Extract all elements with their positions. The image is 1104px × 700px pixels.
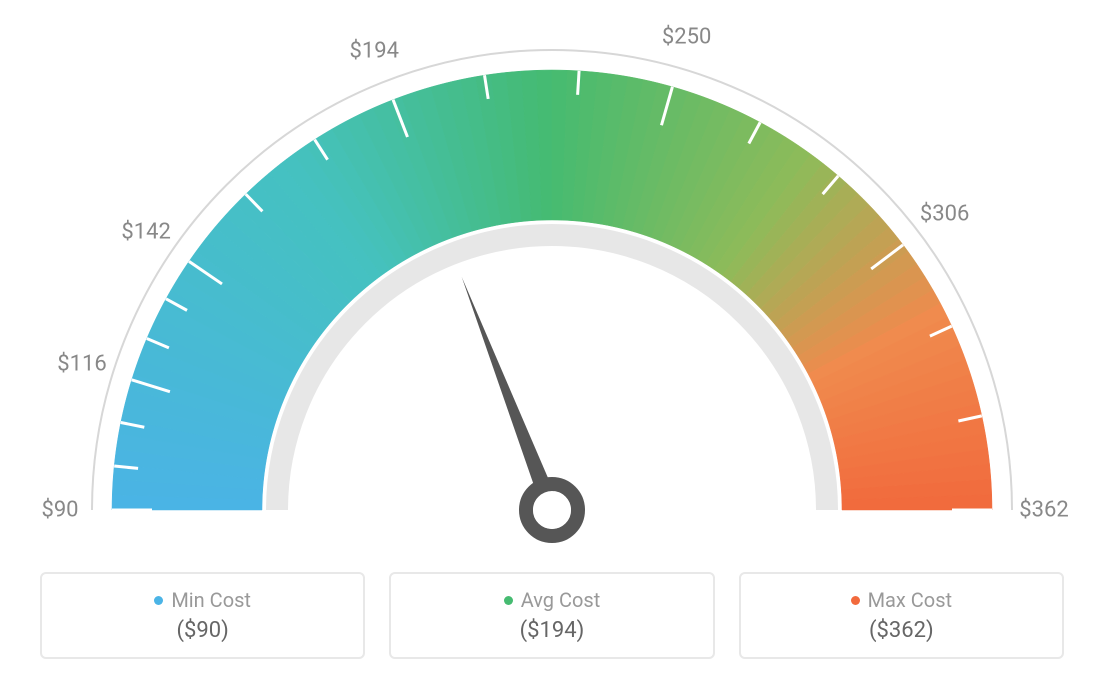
legend-value-avg: ($194) <box>401 618 702 643</box>
legend-dot-avg <box>504 596 513 605</box>
legend-card-avg: Avg Cost ($194) <box>389 572 714 659</box>
legend-dot-max <box>851 596 860 605</box>
legend-value-min: ($90) <box>52 618 353 643</box>
legend-title-min: Min Cost <box>154 588 251 612</box>
legend-title-max: Max Cost <box>851 588 953 612</box>
gauge-tick-label: $194 <box>350 39 399 64</box>
legend-row: Min Cost ($90) Avg Cost ($194) Max Cost … <box>0 562 1104 669</box>
gauge-tick-label: $250 <box>662 24 711 49</box>
gauge-tick-label: $90 <box>41 498 78 523</box>
legend-card-max: Max Cost ($362) <box>739 572 1064 659</box>
gauge-svg <box>52 10 1052 550</box>
gauge-band <box>112 70 992 510</box>
legend-card-min: Min Cost ($90) <box>40 572 365 659</box>
legend-label-avg: Avg Cost <box>521 588 601 612</box>
gauge-chart: $90$116$142$194$250$306$362 <box>52 10 1052 550</box>
gauge-tick-label: $362 <box>1019 498 1068 523</box>
legend-label-max: Max Cost <box>868 588 953 612</box>
legend-value-max: ($362) <box>751 618 1052 643</box>
legend-dot-min <box>154 596 163 605</box>
legend-title-avg: Avg Cost <box>504 588 601 612</box>
legend-label-min: Min Cost <box>171 588 251 612</box>
gauge-tick-label: $142 <box>121 219 170 244</box>
gauge-tick-label: $306 <box>920 201 969 226</box>
gauge-tick-label: $116 <box>57 352 106 377</box>
